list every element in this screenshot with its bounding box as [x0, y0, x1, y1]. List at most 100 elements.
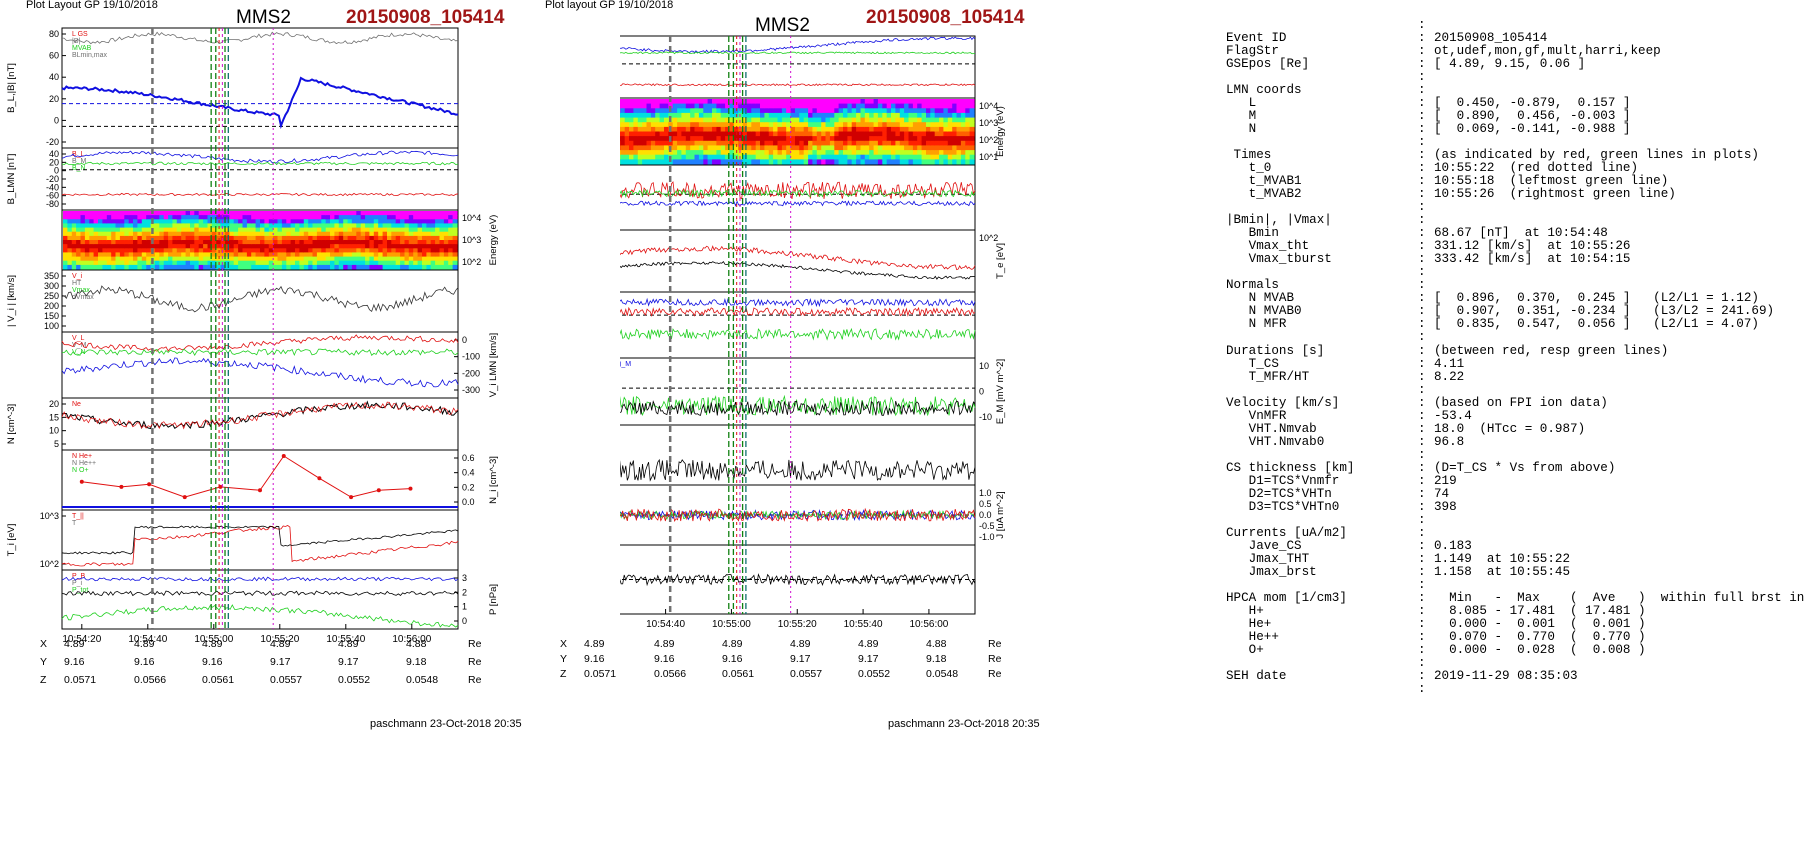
spectrogram-cell: [755, 103, 761, 109]
spectrogram-cell: [860, 103, 866, 109]
spectrogram-cell: [119, 215, 125, 220]
spectrogram-cell: [330, 227, 335, 233]
spectrogram-cell: [172, 223, 178, 229]
spectrogram-cell: [650, 122, 656, 128]
spectrogram-cell: [260, 256, 265, 262]
spectrogram-cell: [659, 99, 665, 105]
spectrogram-cell: [755, 145, 761, 151]
spectrogram-cell: [316, 223, 322, 229]
summary-key: Vmax_tburst: [1226, 252, 1332, 267]
spectrogram-cell: [795, 140, 800, 146]
spectrogram-cell: [816, 126, 822, 133]
spectrogram-cell: [904, 154, 910, 160]
spectrogram-cell: [746, 131, 752, 137]
spectrogram-cell: [67, 260, 73, 266]
spectrogram-cell: [646, 159, 652, 165]
spectrogram-cell: [939, 112, 945, 119]
spectrogram-cell: [308, 248, 314, 253]
spectrogram-cell: [312, 223, 318, 229]
spectrogram-cell: [891, 136, 896, 142]
spectrogram-cell: [181, 223, 187, 229]
spectrogram-cell: [146, 240, 152, 245]
summary-value: 1.158 at 10:55:45: [1434, 564, 1571, 579]
spectrogram-cell: [154, 223, 160, 229]
spectrogram-cell: [939, 99, 945, 105]
spectrogram-cell: [877, 117, 883, 123]
spectrogram-cell: [930, 126, 936, 133]
spectrogram-cell: [873, 108, 879, 114]
spectrogram-cell: [834, 99, 840, 105]
spectrogram-cell: [124, 219, 130, 224]
y-tick-label-right: 0: [979, 387, 984, 397]
spectrogram-cell: [768, 112, 774, 119]
spectrogram-cell: [790, 136, 796, 142]
spectrogram-cell: [707, 108, 713, 114]
summary-separator: :: [1418, 252, 1426, 267]
spectrogram-cell: [159, 256, 165, 262]
spectrogram-cell: [746, 140, 752, 146]
spectrogram-cell: [886, 103, 892, 109]
spectrogram-cell: [624, 145, 630, 151]
spectrogram-cell: [330, 235, 335, 241]
spectrogram-cell: [207, 235, 213, 241]
spectrogram-cell: [277, 256, 283, 262]
spectrogram-cell: [664, 131, 669, 137]
spectrogram-cell: [281, 231, 287, 237]
spectrogram-cell: [803, 145, 809, 151]
spectrogram-cell: [63, 256, 68, 262]
spectrogram-cell: [860, 108, 866, 114]
spectrogram-cell: [290, 227, 296, 233]
spectrogram-cell: [303, 227, 309, 233]
summary-key: t_MVAB1: [1226, 174, 1302, 189]
spectrogram-cell: [277, 211, 283, 216]
y-axis-label: T_i [eV]: [6, 524, 17, 557]
spectrogram-cell: [956, 150, 962, 156]
spectrogram-cell: [620, 159, 626, 165]
spectrogram-cell: [181, 248, 187, 253]
he-plus-plus-series: [79, 454, 413, 500]
spectrogram-cell: [255, 211, 261, 216]
spectrogram-cell: [225, 219, 230, 224]
spectrogram-cell: [707, 103, 713, 109]
spectrogram-cell: [203, 240, 209, 245]
spectrogram-cell: [163, 244, 169, 249]
spectrogram-cell: [847, 140, 853, 146]
spectrogram-cell: [124, 264, 130, 270]
position-value: 0.0571: [584, 668, 617, 680]
y-tick-label: -80: [46, 199, 59, 209]
spectrogram-cell: [351, 219, 357, 224]
spectrogram-cell: [198, 231, 204, 237]
spectrogram-cell: [71, 219, 77, 224]
spectrogram-cell: [443, 223, 449, 229]
spectrogram-cell: [912, 108, 918, 114]
spectrogram-cell: [781, 154, 787, 160]
spectrogram-cell: [84, 227, 90, 233]
spectrogram-cell: [795, 150, 800, 156]
spectrogram-cell: [408, 211, 414, 216]
spectrogram-cell: [67, 219, 73, 224]
spectrogram-cell: [391, 264, 397, 270]
y-tick-label: 40: [49, 149, 59, 159]
spectrogram-cell: [373, 252, 379, 258]
spectrogram-cell: [952, 112, 958, 119]
spectrogram-cell: [703, 140, 709, 146]
spectrogram-cell: [233, 264, 239, 270]
spectrogram-cell: [659, 136, 665, 142]
spectrogram-cell: [448, 211, 454, 216]
spectrogram-cell: [716, 126, 722, 133]
spectrogram-cell: [312, 211, 318, 216]
spectrogram-cell: [891, 145, 896, 151]
spectrogram-cell: [637, 131, 643, 137]
spectrogram-cell: [295, 227, 300, 233]
spectrogram-cell: [351, 240, 357, 245]
spectrogram-cell: [435, 264, 441, 270]
spectrogram-cell: [947, 108, 953, 114]
spectrogram-cell: [422, 248, 427, 253]
spectrogram-cell: [286, 260, 292, 266]
spectrogram-cell: [154, 227, 160, 233]
spectrogram-cell: [246, 223, 252, 229]
spectrogram-cell: [716, 154, 722, 160]
spectrogram-cell: [886, 112, 892, 119]
em-line: [620, 327, 976, 341]
spectrogram-cell: [690, 103, 696, 109]
